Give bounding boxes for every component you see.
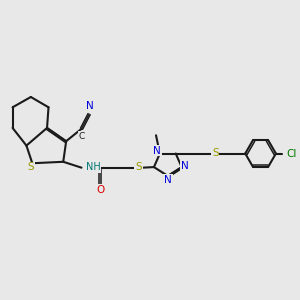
Text: C: C	[79, 132, 85, 141]
Text: NH: NH	[85, 162, 100, 172]
Text: S: S	[135, 162, 142, 172]
Text: N: N	[164, 175, 172, 185]
Text: N: N	[153, 146, 161, 156]
Text: O: O	[96, 185, 104, 195]
Text: N: N	[86, 101, 94, 111]
Text: N: N	[181, 161, 188, 171]
Text: S: S	[28, 162, 34, 172]
Text: S: S	[212, 148, 218, 158]
Text: Cl: Cl	[286, 148, 297, 158]
